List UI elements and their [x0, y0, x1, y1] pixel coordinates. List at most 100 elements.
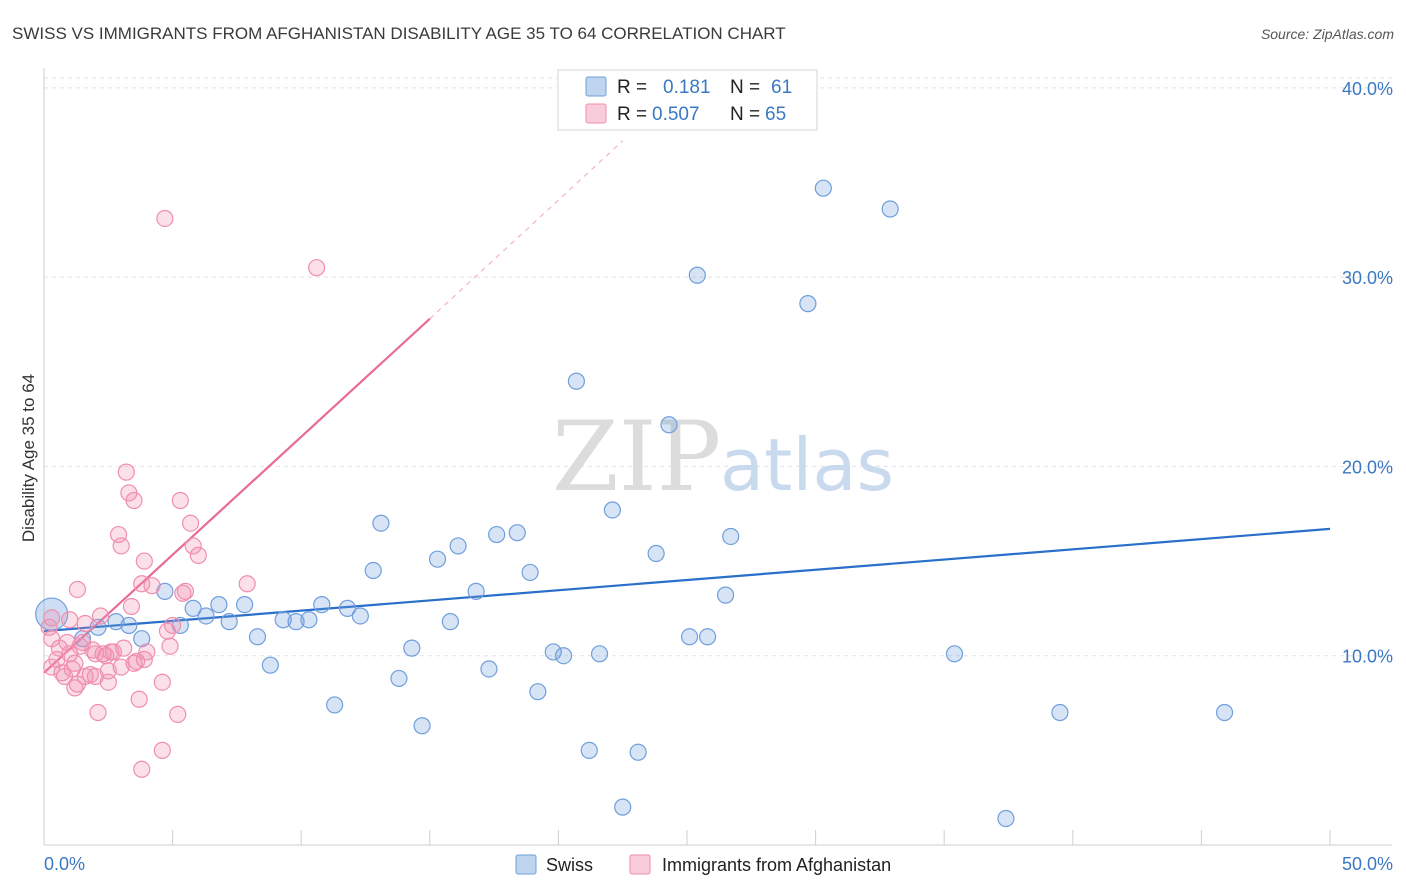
point-afghanistan — [112, 537, 130, 555]
point-swiss — [313, 596, 331, 614]
point-swiss — [351, 607, 369, 625]
y-tick-label: 40.0% — [1342, 79, 1393, 99]
point-swiss — [220, 613, 238, 631]
legend-n-label-swiss: N = — [730, 77, 760, 98]
bottom-legend-label-swiss: Swiss — [546, 855, 593, 875]
point-swiss — [120, 616, 138, 635]
watermark: ZIP atlas — [552, 401, 894, 513]
point-swiss — [722, 527, 740, 546]
y-axis-label: Disability Age 35 to 64 — [19, 374, 38, 542]
point-afghanistan — [133, 760, 151, 778]
point-swiss — [364, 561, 382, 580]
axes — [43, 68, 1392, 846]
legend-r-label-afghanistan: R = — [617, 104, 647, 125]
point-swiss — [945, 645, 964, 663]
y-tick-label: 10.0% — [1342, 647, 1393, 667]
point-swiss — [261, 656, 279, 674]
point-afghanistan — [174, 584, 192, 602]
point-swiss — [274, 611, 292, 629]
y-tick-label: 30.0% — [1342, 268, 1393, 288]
series-legend: Swiss Immigrants from Afghanistan — [515, 854, 891, 875]
point-afghanistan — [112, 658, 130, 676]
point-swiss — [1215, 703, 1234, 722]
point-afghanistan — [153, 673, 171, 691]
point-swiss — [300, 611, 318, 629]
point-swiss — [580, 741, 598, 759]
point-swiss — [428, 550, 447, 568]
x-tick-max: 50.0% — [1342, 854, 1393, 874]
point-afghanistan — [133, 575, 151, 593]
point-swiss — [210, 596, 228, 614]
correlation-legend: R = 0.181 N = 61 R = 0.507 N = 65 — [557, 69, 818, 131]
point-swiss — [133, 630, 151, 648]
point-afghanistan — [189, 546, 207, 564]
point-swiss — [488, 525, 506, 544]
y-tick-labels: 10.0% 20.0% 30.0% 40.0% — [1342, 79, 1393, 667]
point-swiss — [197, 607, 215, 625]
point-afghanistan — [76, 614, 94, 633]
point-swiss — [647, 544, 665, 563]
watermark-zip: ZIP — [552, 401, 721, 513]
point-afghanistan — [115, 639, 133, 657]
point-afghanistan — [99, 673, 117, 691]
point-afghanistan — [66, 654, 84, 672]
point-afghanistan — [43, 609, 61, 627]
legend-swatch-afghanistan — [585, 103, 607, 124]
point-afghanistan — [135, 552, 153, 570]
point-afghanistan — [184, 537, 202, 555]
point-afghanistan — [182, 514, 200, 532]
trend-line-swiss — [43, 527, 1331, 633]
x-tick-min: 0.0% — [44, 854, 85, 874]
point-swiss — [508, 524, 526, 542]
point-afghanistan — [153, 741, 171, 759]
point-swiss — [698, 628, 717, 646]
legend-r-value-swiss: 0.181 — [663, 77, 711, 98]
scatter-points — [35, 179, 1234, 828]
point-swiss — [680, 628, 699, 646]
point-swiss — [390, 669, 408, 688]
point-swiss — [660, 416, 678, 434]
point-afghanistan — [125, 491, 143, 510]
bottom-legend-swatch-afghanistan — [629, 854, 651, 875]
legend-swatch-swiss — [585, 76, 607, 97]
chart-title: SWISS VS IMMIGRANTS FROM AFGHANISTAN DIS… — [12, 24, 786, 43]
point-afghanistan — [117, 463, 135, 481]
point-swiss — [590, 645, 609, 663]
y-tick-label: 20.0% — [1342, 457, 1393, 477]
point-swiss — [603, 501, 622, 519]
point-afghanistan — [308, 259, 326, 277]
point-afghanistan — [164, 616, 182, 635]
bottom-legend-label-afghanistan: Immigrants from Afghanistan — [662, 855, 891, 875]
point-swiss — [326, 696, 344, 714]
point-afghanistan — [130, 690, 148, 708]
legend-n-value-afghanistan: 65 — [765, 104, 786, 125]
point-swiss — [544, 643, 562, 661]
point-swiss — [814, 179, 832, 197]
point-swiss — [107, 613, 125, 631]
watermark-atlas: atlas — [720, 423, 894, 507]
point-swiss — [529, 683, 547, 701]
chart-source: Source: ZipAtlas.com — [1261, 26, 1394, 42]
point-swiss — [236, 596, 254, 614]
point-afghanistan — [91, 607, 110, 625]
point-swiss — [554, 647, 573, 665]
legend-r-label-swiss: R = — [617, 77, 647, 98]
point-swiss — [441, 613, 459, 631]
point-swiss — [467, 582, 485, 600]
point-swiss — [248, 628, 267, 646]
point-swiss — [688, 266, 706, 284]
point-afghanistan — [169, 705, 187, 723]
point-swiss — [716, 586, 735, 604]
bottom-legend-swatch-swiss — [515, 854, 537, 875]
point-afghanistan — [238, 575, 256, 593]
grid-lines — [44, 77, 1392, 657]
legend-n-value-swiss: 61 — [771, 77, 792, 98]
point-swiss — [449, 537, 467, 555]
point-afghanistan — [161, 637, 179, 655]
legend-box — [557, 69, 818, 131]
point-afghanistan — [61, 611, 79, 629]
point-afghanistan — [104, 643, 123, 661]
point-afghanistan — [68, 580, 87, 599]
point-afghanistan — [176, 582, 195, 600]
